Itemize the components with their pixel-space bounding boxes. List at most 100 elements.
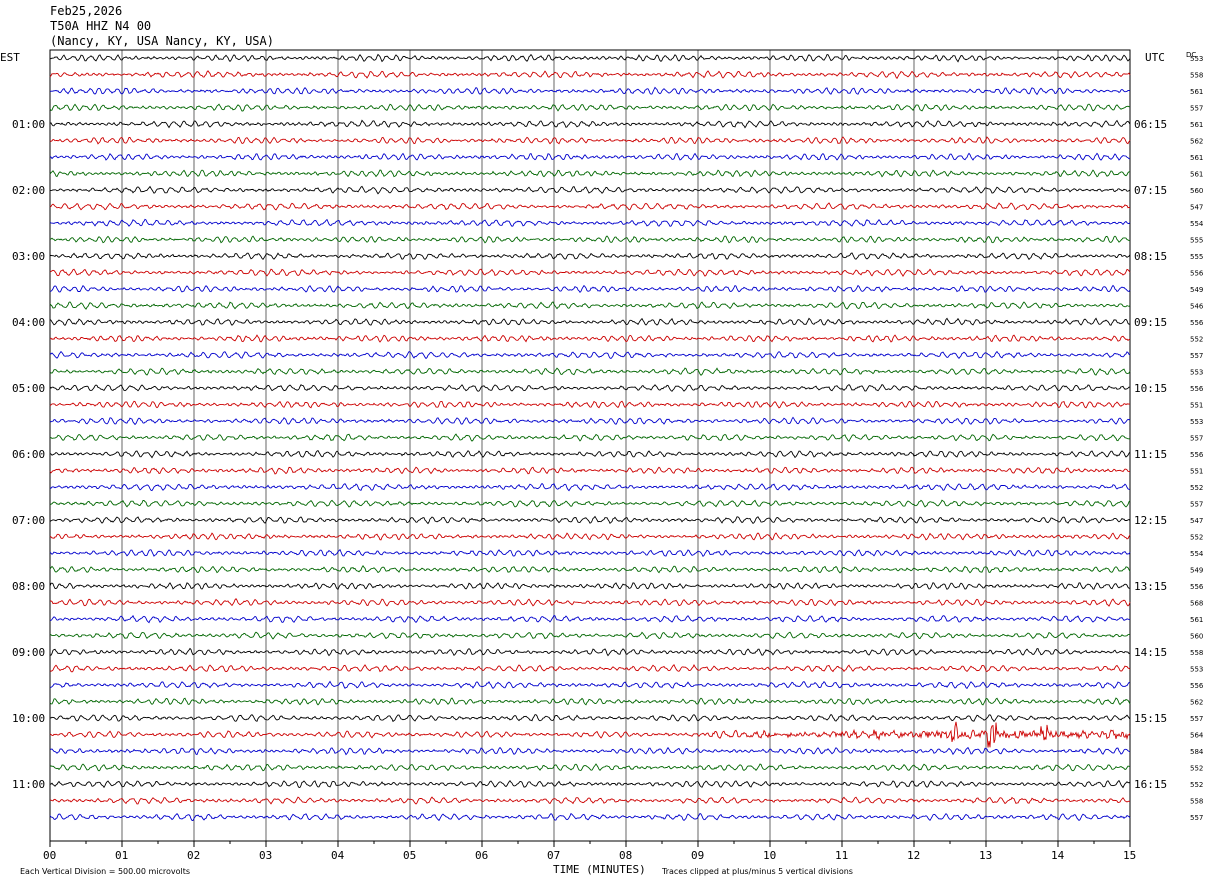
- seismic-trace: [49, 152, 1131, 161]
- traces: [49, 53, 1131, 822]
- right-hour-label: 07:15: [1134, 184, 1167, 197]
- right-hour-label: 08:15: [1134, 250, 1167, 263]
- seismic-trace: [49, 218, 1131, 227]
- dc-value: 556: [1190, 682, 1204, 690]
- seismic-trace: [49, 680, 1131, 690]
- left-hour-label: 04:00: [12, 316, 45, 329]
- dc-value: 561: [1190, 154, 1203, 162]
- dc-value: 558: [1190, 649, 1203, 657]
- right-hour-label: 15:15: [1134, 712, 1167, 725]
- seismic-trace: [49, 597, 1131, 607]
- seismic-trace: [49, 548, 1131, 557]
- seismic-trace: [49, 86, 1131, 96]
- seismic-trace: [49, 582, 1131, 590]
- x-tick-label: 05: [403, 849, 416, 862]
- left-axis-label: EST: [0, 51, 20, 64]
- dc-value: 561: [1190, 88, 1203, 96]
- x-tick-label: 03: [259, 849, 272, 862]
- left-hour-label: 10:00: [12, 712, 45, 725]
- x-tick-label: 15: [1123, 849, 1136, 862]
- seismic-trace: [49, 334, 1131, 343]
- dc-value: 553: [1190, 418, 1203, 426]
- left-hour-label: 11:00: [12, 778, 45, 791]
- x-tick-label: 13: [979, 849, 992, 862]
- seismic-trace: [49, 119, 1131, 129]
- seismic-trace: [49, 515, 1131, 525]
- seismic-trace: [49, 499, 1131, 508]
- seismic-trace: [49, 763, 1130, 772]
- dc-value: 552: [1190, 484, 1203, 492]
- seismic-trace: [49, 647, 1131, 657]
- seismic-trace: [49, 301, 1131, 310]
- seismic-trace: [49, 268, 1131, 277]
- dc-value: 555: [1190, 253, 1203, 261]
- dc-value: 568: [1190, 600, 1203, 608]
- seismic-trace: [49, 284, 1131, 294]
- left-hour-label: 01:00: [12, 118, 45, 131]
- dc-value: 556: [1190, 319, 1204, 327]
- left-hour-label: 05:00: [12, 382, 45, 395]
- dc-value: 551: [1190, 402, 1203, 410]
- dc-value: 551: [1190, 468, 1203, 476]
- right-hour-label: 10:15: [1134, 382, 1167, 395]
- dc-value: 557: [1190, 501, 1203, 509]
- x-tick-label: 14: [1051, 849, 1065, 862]
- footer-scale: Each Vertical Division = 500.00 microvol…: [20, 867, 191, 876]
- seismic-trace: [49, 400, 1130, 409]
- left-hour-label: 07:00: [12, 514, 45, 527]
- grid: [49, 49, 1131, 847]
- dc-value: 552: [1190, 534, 1203, 542]
- seismic-trace: [49, 433, 1131, 442]
- x-tick-label: 07: [547, 849, 560, 862]
- dc-value: 547: [1190, 204, 1203, 212]
- x-tick-label: 04: [331, 849, 345, 862]
- seismic-trace: [49, 631, 1131, 640]
- seismic-trace: [49, 482, 1131, 492]
- right-hour-label: 12:15: [1134, 514, 1167, 527]
- dc-value: 556: [1190, 583, 1204, 591]
- seismic-trace: [49, 169, 1131, 178]
- seismic-trace: [49, 713, 1131, 723]
- footer-clip: Traces clipped at plus/minus 5 vertical …: [662, 867, 853, 876]
- seismic-trace: [49, 746, 1131, 756]
- seismic-trace: [49, 53, 1131, 63]
- x-tick-label: 06: [475, 849, 488, 862]
- dc-value: 553: [1190, 55, 1203, 63]
- seismic-trace: [49, 779, 1131, 789]
- seismic-trace: [49, 317, 1131, 327]
- right-hour-label: 09:15: [1134, 316, 1167, 329]
- x-tick-label: 12: [907, 849, 920, 862]
- left-hour-label: 06:00: [12, 448, 45, 461]
- x-tick-label: 09: [691, 849, 704, 862]
- seismic-trace: [49, 252, 1131, 261]
- right-hour-label: 11:15: [1134, 448, 1167, 461]
- left-hour-label: 03:00: [12, 250, 45, 263]
- dc-value: 557: [1190, 435, 1203, 443]
- dc-value: 552: [1190, 765, 1203, 773]
- seismic-trace: [49, 564, 1131, 574]
- dc-value: 558: [1190, 72, 1203, 80]
- seismic-trace: [49, 136, 1131, 145]
- seismic-trace: [49, 103, 1131, 112]
- dc-value: 564: [1190, 732, 1204, 740]
- seismic-trace: [49, 466, 1131, 475]
- seismic-trace: [49, 383, 1131, 392]
- right-hour-label: 14:15: [1134, 646, 1167, 659]
- dc-value: 562: [1190, 138, 1203, 146]
- dc-label: DC: [1186, 51, 1196, 59]
- axis-labels: 00 01 02 03 04 05 06 07 08 09 10 11 12 13 14 15 553 558 56…: [12, 55, 1204, 862]
- dc-value: 561: [1190, 616, 1203, 624]
- x-tick-label: 10: [763, 849, 776, 862]
- x-tick-label: 11: [835, 849, 848, 862]
- seismic-trace: [49, 416, 1131, 426]
- dc-value: 554: [1190, 550, 1204, 558]
- seismic-trace: [49, 70, 1131, 80]
- seismic-trace: [49, 450, 1131, 459]
- dc-value: 561: [1190, 121, 1203, 129]
- x-axis-label: TIME (MINUTES): [553, 863, 646, 876]
- dc-value: 553: [1190, 666, 1203, 674]
- seismic-trace: [49, 697, 1131, 706]
- seismic-trace: [49, 350, 1131, 360]
- seismic-trace: [49, 812, 1131, 822]
